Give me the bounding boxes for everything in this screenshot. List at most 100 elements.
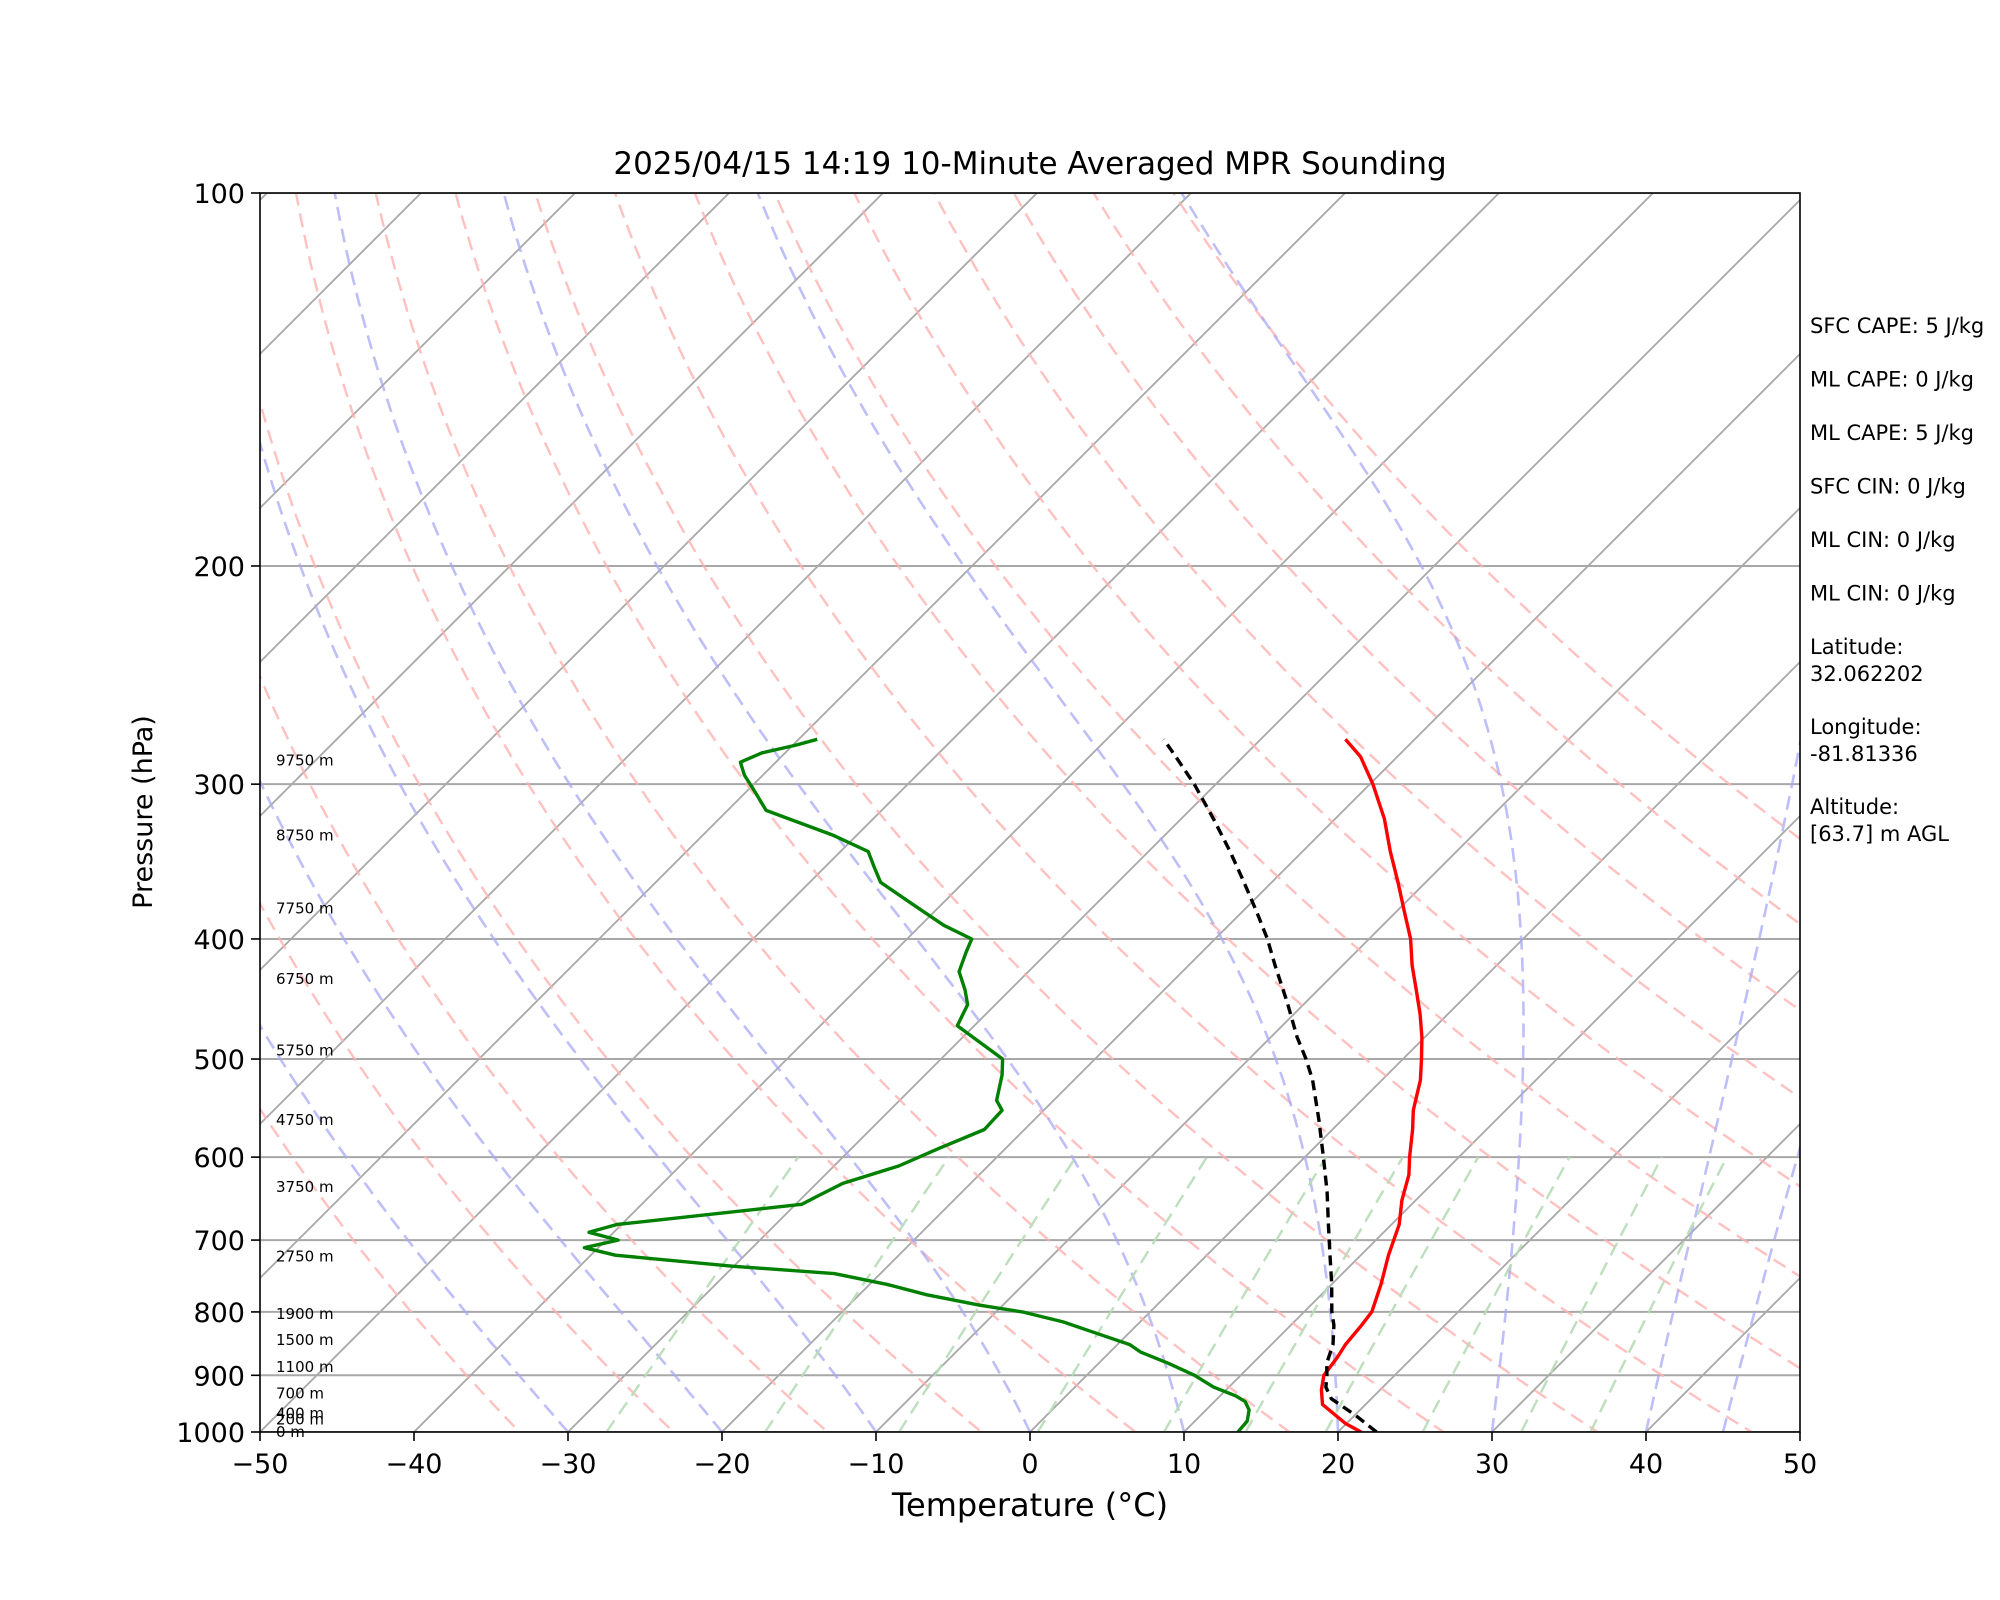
y-tick-label: 800 — [193, 1298, 245, 1329]
moist-adiabat-line — [260, 778, 724, 1432]
annotation-text: Latitude: — [1810, 635, 1904, 659]
isotherm-line — [1028, 660, 1800, 1432]
x-tick-label: −50 — [232, 1449, 289, 1480]
dry-adiabat-line — [454, 193, 1446, 1432]
height-label: 1100 m — [276, 1358, 334, 1376]
height-label: 1900 m — [276, 1305, 334, 1323]
mixing-ratio-line — [1421, 1156, 1571, 1432]
dry-adiabat-line — [693, 193, 1800, 1370]
dry-adiabat-line — [932, 193, 1800, 1100]
height-label: 8750 m — [276, 826, 334, 844]
mixing-ratio-line — [1324, 1156, 1480, 1432]
x-tick-label: −40 — [386, 1449, 443, 1480]
isotherm-line — [1182, 814, 1800, 1432]
height-label: 7750 m — [276, 900, 334, 918]
y-tick-label: 700 — [193, 1226, 245, 1257]
annotation-text: Longitude: — [1810, 715, 1922, 739]
isotherm-line — [1336, 968, 1800, 1432]
chart-title: 2025/04/15 14:19 10-Minute Averaged MPR … — [613, 146, 1446, 182]
dry-adiabat-line — [294, 193, 1138, 1432]
height-label: 5750 m — [276, 1041, 334, 1059]
mixing-ratio-line — [764, 1156, 950, 1432]
mixing-ratio-line — [1589, 1156, 1728, 1432]
y-tick-label: 600 — [193, 1143, 245, 1174]
height-label: 400 m — [276, 1404, 324, 1422]
isotherm-line — [260, 193, 577, 510]
annotation-text: ML CAPE: 5 J/kg — [1810, 421, 1974, 445]
x-tick-label: 30 — [1475, 1449, 1509, 1480]
mixing-ratio-line — [1520, 1156, 1663, 1432]
dry-adiabat-line — [260, 1106, 522, 1432]
dry-adiabat-line — [1171, 193, 1800, 841]
annotation-text: ML CIN: 0 J/kg — [1810, 582, 1956, 606]
y-tick-label: 400 — [193, 925, 245, 956]
annotation-text: -81.81336 — [1810, 742, 1918, 766]
moist-adiabat-line — [260, 1023, 569, 1432]
annotation-text: SFC CIN: 0 J/kg — [1810, 475, 1966, 499]
height-label: 0 m — [276, 1423, 305, 1441]
x-tick-label: −10 — [848, 1449, 905, 1480]
moist-adiabat-line — [260, 438, 878, 1432]
y-axis-label: Pressure (hPa) — [128, 715, 159, 909]
mixing-ratio-line — [1036, 1156, 1208, 1432]
annotation-text: [63.7] m AGL — [1810, 822, 1949, 846]
mixing-ratio-line — [605, 1156, 800, 1432]
height-label: 6750 m — [276, 970, 334, 988]
annotation-text: ML CIN: 0 J/kg — [1810, 528, 1956, 552]
annotation-text: ML CAPE: 0 J/kg — [1810, 368, 1974, 392]
annotation-text: 32.062202 — [1810, 662, 1924, 686]
height-label: 4750 m — [276, 1111, 334, 1129]
isotherm-line — [720, 352, 1800, 1432]
y-tick-label: 900 — [193, 1361, 245, 1392]
moist-adiabat-line — [1180, 193, 1525, 1432]
isotherm-line — [566, 198, 1800, 1432]
isotherm-line — [874, 506, 1800, 1432]
dry-adiabat-line — [773, 193, 1800, 1278]
y-tick-label: 1000 — [176, 1418, 245, 1449]
mixing-ratio-line — [1244, 1156, 1404, 1432]
isotherm-line — [260, 193, 1039, 972]
dry-adiabat-line — [534, 193, 1600, 1432]
y-tick-label: 300 — [193, 770, 245, 801]
moist-adiabat-line — [1644, 736, 1800, 1432]
height-label: 2750 m — [276, 1248, 334, 1266]
isotherm-line — [260, 193, 1501, 1432]
isotherm-line — [260, 193, 885, 818]
x-axis-label: Temperature (°C) — [891, 1486, 1168, 1524]
mixing-ratio-line — [898, 1156, 1077, 1432]
x-tick-label: 10 — [1167, 1449, 1201, 1480]
y-tick-label: 100 — [193, 179, 245, 210]
isotherm-line — [260, 193, 731, 664]
moist-adiabat-line — [1721, 1142, 1800, 1432]
height-label: 200 m — [276, 1410, 324, 1428]
y-tick-label: 200 — [193, 552, 245, 583]
y-tick-label: 500 — [193, 1045, 245, 1076]
moist-adiabat-line — [333, 193, 1032, 1432]
dry-adiabat-line — [1092, 193, 1800, 926]
x-tick-label: 0 — [1021, 1449, 1038, 1480]
isotherm-line — [260, 193, 1193, 1126]
isotherm-line — [1490, 1122, 1800, 1432]
x-tick-label: −20 — [694, 1449, 751, 1480]
mixing-ratio-line — [1162, 1156, 1327, 1432]
dry-adiabat-line — [260, 673, 830, 1432]
moist-adiabat-line — [756, 193, 1340, 1432]
dry-adiabat-line — [260, 397, 984, 1432]
dewpoint-profile-line — [582, 737, 1251, 1432]
height-label: 3750 m — [276, 1178, 334, 1196]
x-tick-label: −30 — [540, 1449, 597, 1480]
x-tick-label: 40 — [1629, 1449, 1663, 1480]
dry-adiabat-line — [260, 900, 676, 1432]
dry-adiabat-line — [613, 193, 1754, 1432]
isotherm-line — [260, 193, 1347, 1280]
height-label: 9750 m — [276, 751, 334, 769]
parcel-profile-line — [1162, 738, 1378, 1432]
moist-adiabat-line — [502, 193, 1186, 1432]
height-label: 700 m — [276, 1385, 324, 1403]
dry-adiabat-line — [374, 193, 1292, 1432]
x-tick-label: 20 — [1321, 1449, 1355, 1480]
height-label: 1500 m — [276, 1331, 334, 1349]
x-tick-label: 50 — [1783, 1449, 1817, 1480]
